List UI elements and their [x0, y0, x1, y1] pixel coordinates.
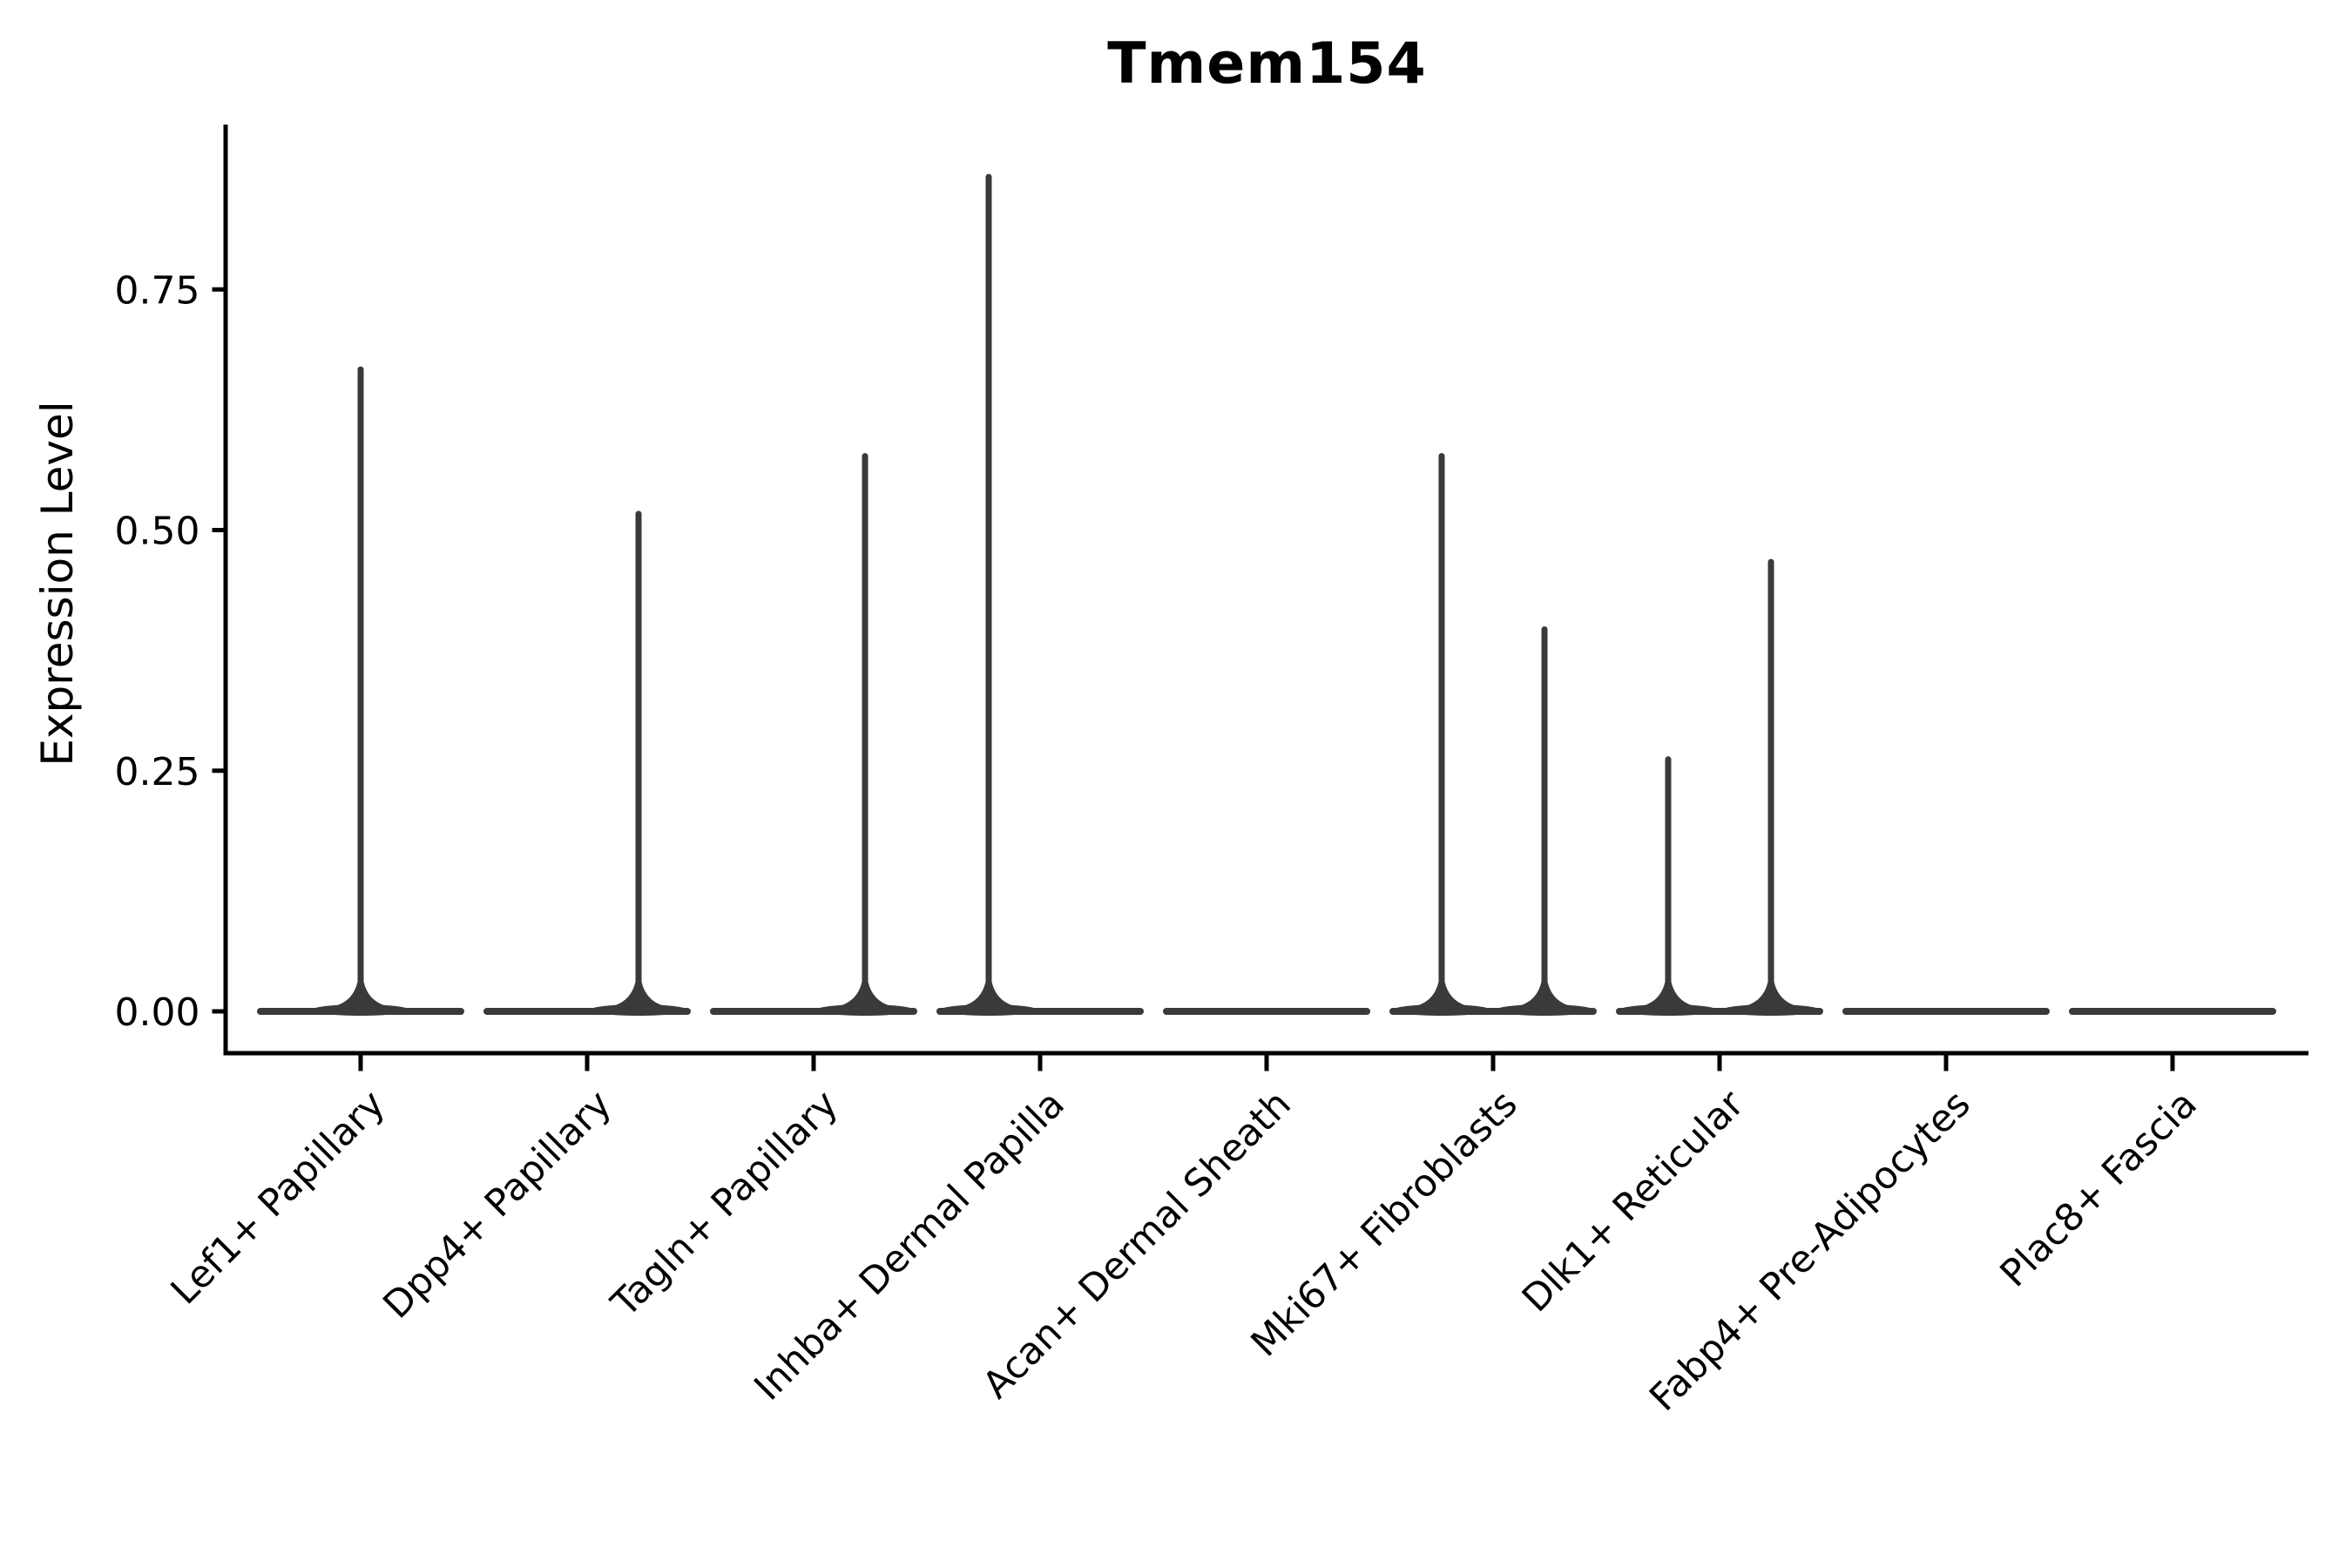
violin-spike [1438, 453, 1445, 1011]
violin [1389, 453, 1597, 1016]
violin-spike [1665, 756, 1672, 1011]
violin-spike [1767, 558, 1774, 1011]
violin-spike-flare [1741, 982, 1801, 1011]
violin [936, 173, 1144, 1016]
violin [710, 453, 917, 1016]
violin-spike-flare [1515, 982, 1575, 1011]
violin-body [1163, 1008, 1370, 1015]
violin-spike [635, 510, 642, 1011]
x-category-label: Lef1+ Papillary [163, 1082, 394, 1313]
x-category-label: Dpp4+ Papillary [375, 1082, 620, 1327]
x-category-label: Plac8+ Fascia [1992, 1082, 2206, 1295]
x-category-label: Dlk1+ Reticular [1514, 1082, 1753, 1321]
x-category-label: Tagln+ Papillary [603, 1082, 847, 1326]
y-tick-label: 0.00 [115, 990, 200, 1035]
violin [1842, 1008, 2050, 1015]
violin [257, 366, 464, 1016]
violin-body [1842, 1008, 2050, 1015]
violin-spike [1541, 626, 1548, 1011]
violin-spike-flare [1411, 982, 1471, 1011]
violin-spike [357, 366, 364, 1011]
violin-spike-flare [1638, 982, 1698, 1011]
violin-spike-flare [609, 982, 669, 1011]
y-tick-label: 0.50 [115, 510, 200, 554]
violin-spike-flare [331, 982, 390, 1011]
y-tick-label: 0.25 [115, 750, 200, 794]
violin [2069, 1008, 2276, 1015]
violin-body [2069, 1008, 2276, 1015]
violin [1163, 1008, 1370, 1015]
chart-title: Tmem154 [1107, 31, 1427, 97]
violin-spike [985, 173, 992, 1011]
violin [483, 510, 691, 1016]
y-axis-title: Expression Level [32, 401, 83, 767]
violin-spike [862, 453, 868, 1011]
y-tick-label: 0.75 [115, 268, 200, 313]
violin [1616, 558, 1823, 1016]
violin-spike-flare [835, 982, 896, 1011]
violin-spike-flare [958, 982, 1018, 1011]
